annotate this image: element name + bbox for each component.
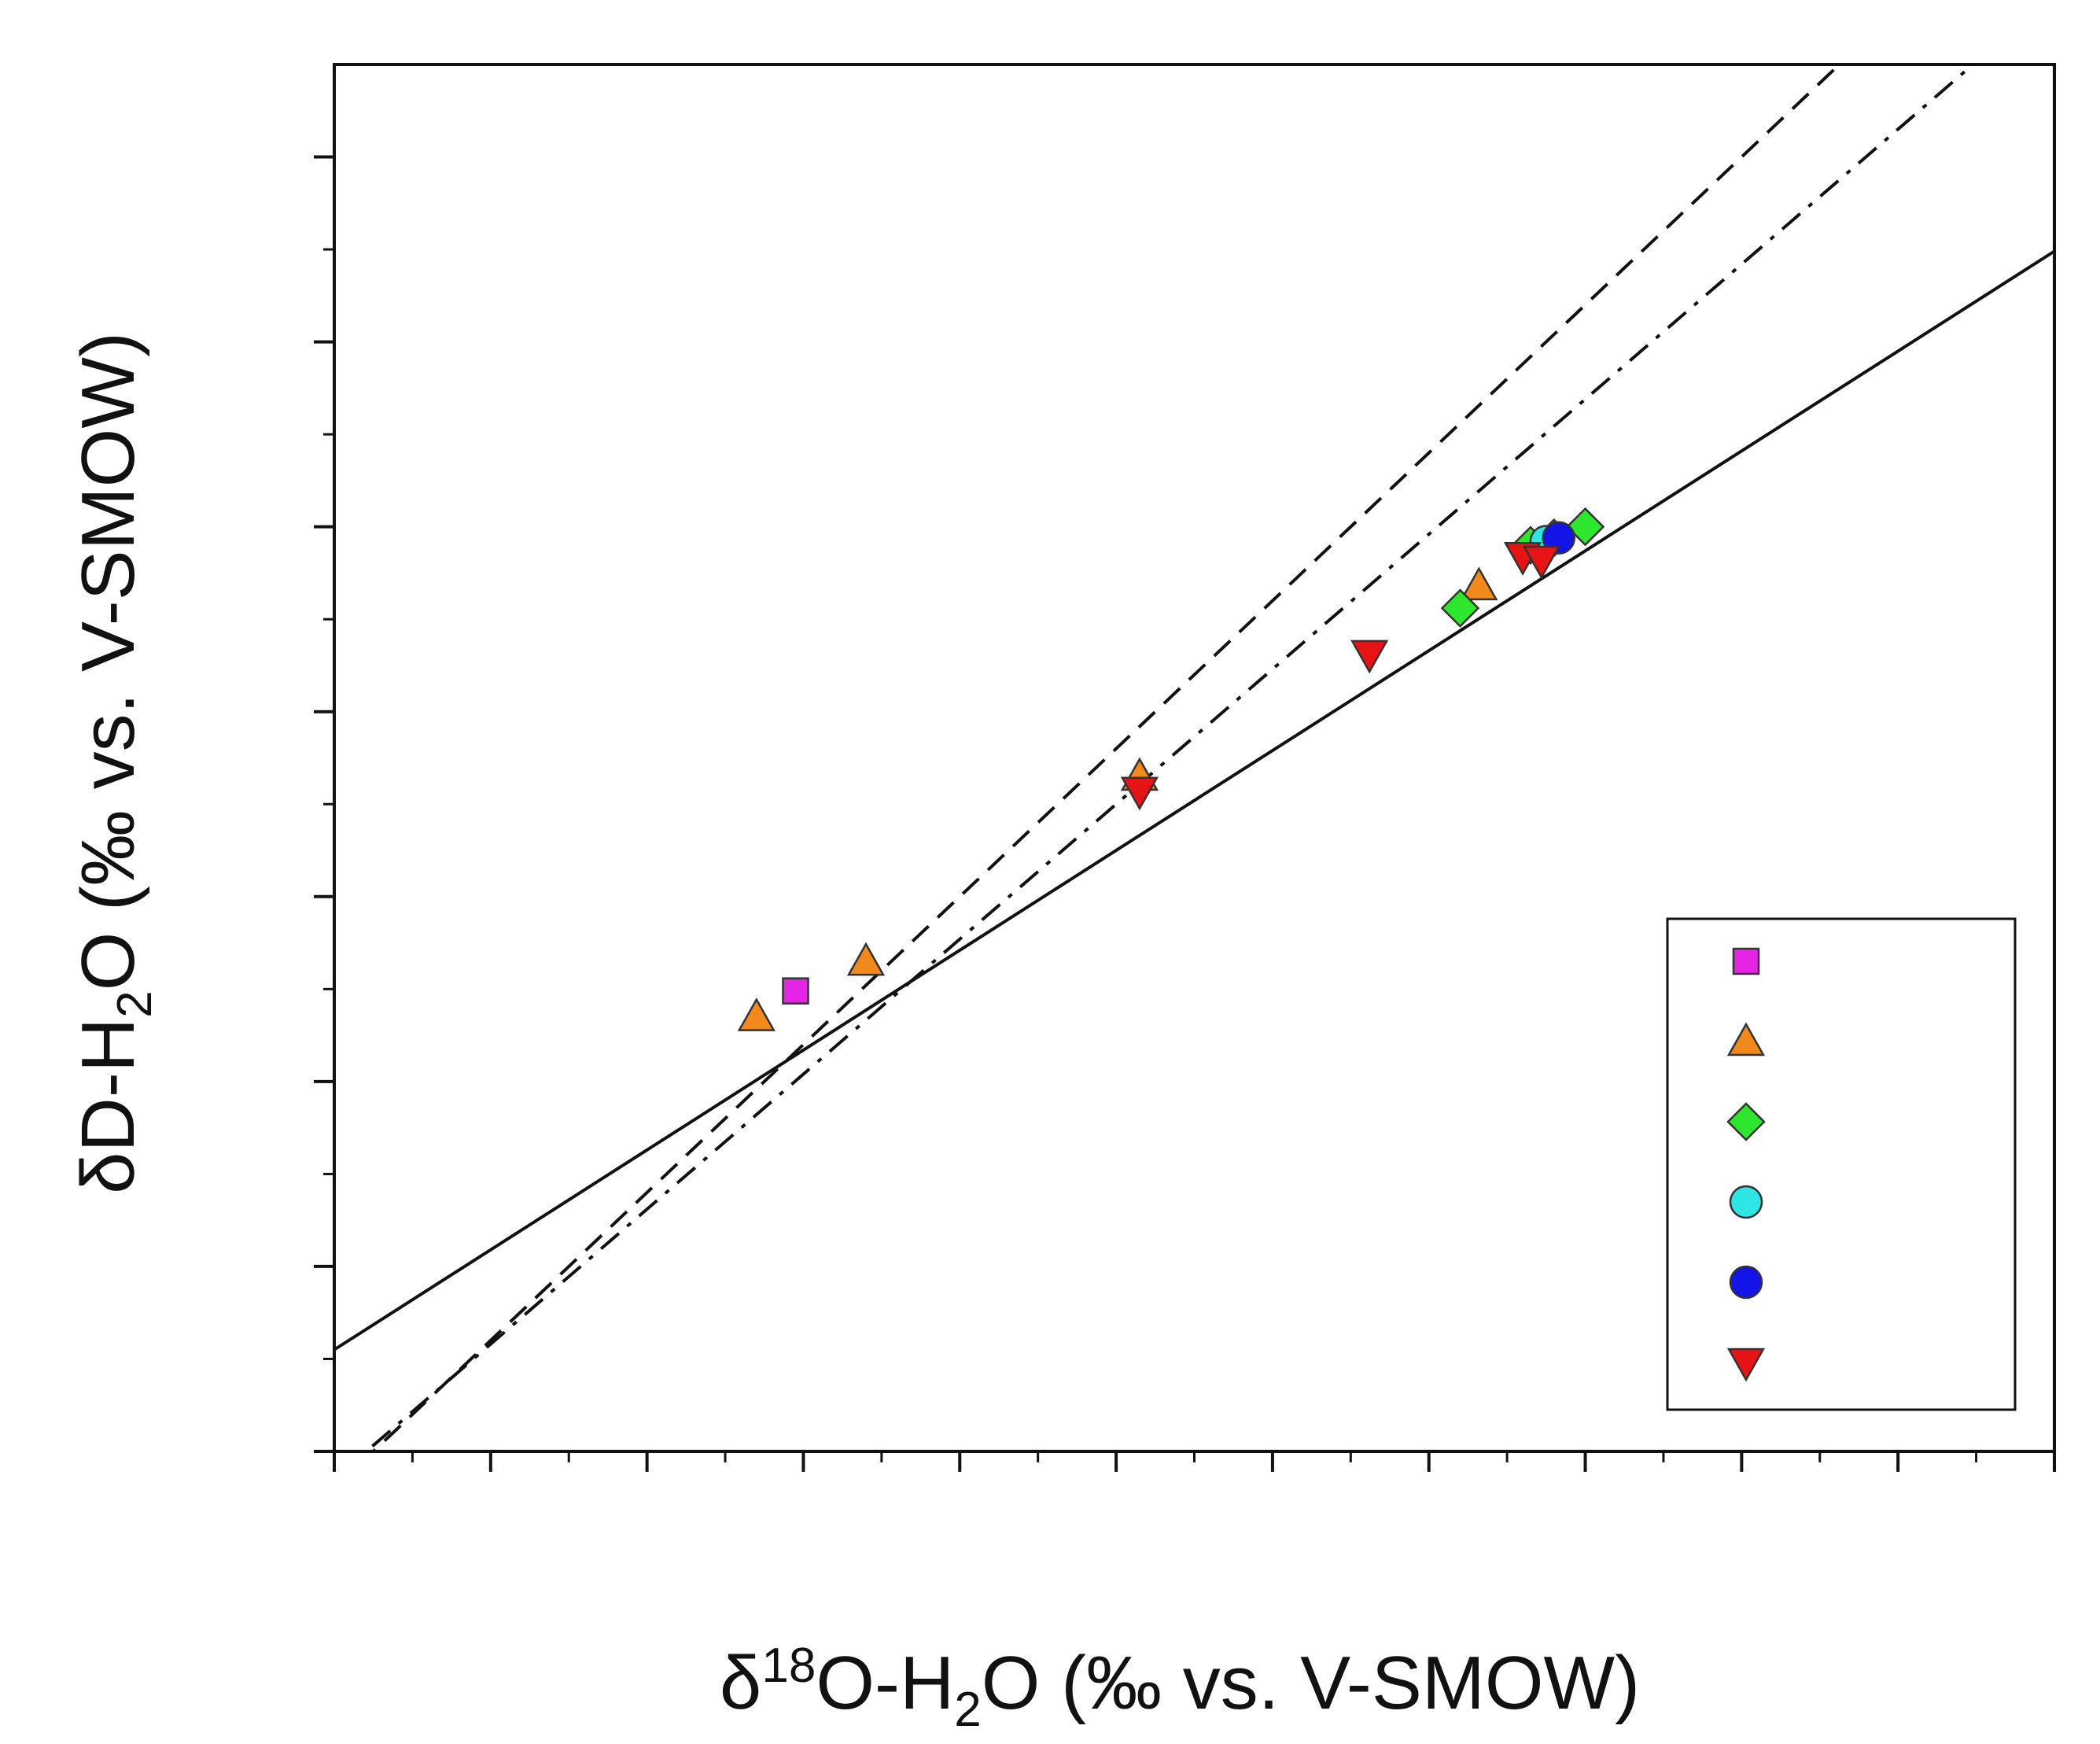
point-lsw-1 xyxy=(1440,588,1480,628)
point-lsw-4 xyxy=(1565,507,1605,547)
legend-marker-osw xyxy=(1729,1265,1763,1300)
point-tcw-1 xyxy=(737,997,776,1031)
point-tcw-4 xyxy=(1460,566,1498,601)
reference-line-gmwl xyxy=(370,65,1842,1451)
y-axis-title: δD-H2O (‰ vs. V-SMOW) xyxy=(66,332,162,1194)
point-ecw-2 xyxy=(1350,640,1389,674)
point-tcw-2 xyxy=(846,942,886,976)
legend-box xyxy=(1666,917,2017,1411)
point-spw-1 xyxy=(782,977,809,1005)
legend-marker-ecw xyxy=(1726,1348,1766,1382)
point-ecw-4 xyxy=(1522,545,1561,580)
reference-lines xyxy=(334,65,2054,1451)
axis-ticks xyxy=(314,155,2056,1472)
reference-line-lel xyxy=(334,249,2054,1351)
legend xyxy=(1666,917,2017,1411)
point-ecw-1 xyxy=(1120,776,1159,811)
data-points xyxy=(737,507,1605,1031)
x-axis-title: δ18O-H2O (‰ vs. V-SMOW) xyxy=(720,1639,1640,1737)
legend-marker-omw xyxy=(1729,1185,1763,1219)
legend-marker-lsw xyxy=(1726,1102,1766,1141)
legend-marker-tcw xyxy=(1726,1022,1766,1056)
legend-marker-spw xyxy=(1732,947,1760,975)
